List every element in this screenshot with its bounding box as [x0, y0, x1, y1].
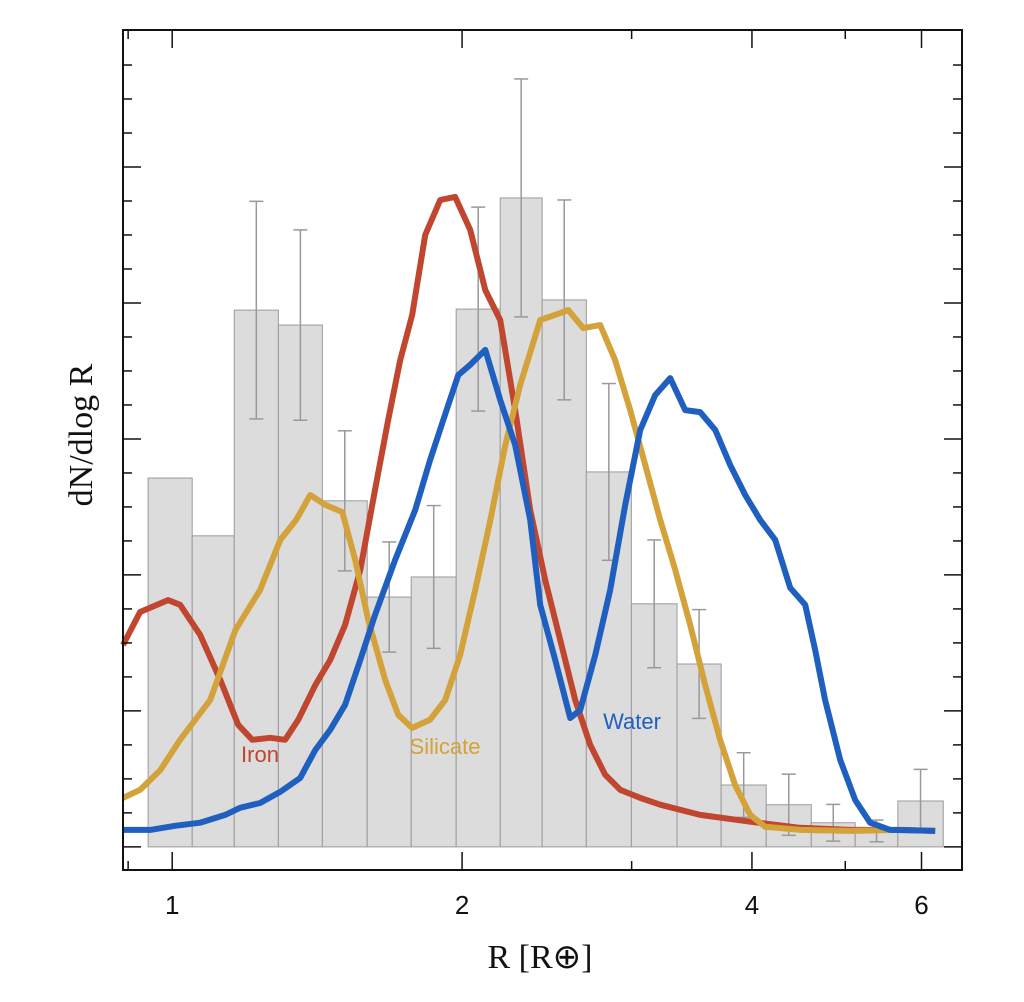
error-bar [249, 200, 264, 420]
line [123, 346, 936, 834]
line [121, 307, 901, 834]
y-axis-label: dN/dlog R [63, 363, 100, 506]
error-bar [426, 504, 441, 650]
error-bar [557, 199, 572, 401]
error-bar [337, 430, 352, 572]
line-label: Silicate [410, 734, 481, 759]
error-bar [514, 78, 529, 318]
x-tick-label: 1 [165, 890, 179, 920]
error-bar [382, 541, 397, 653]
error-bar [826, 803, 841, 842]
bar [147, 477, 193, 848]
x-tick-label: 2 [455, 890, 469, 920]
x-tick-label: 4 [745, 890, 759, 920]
error-bar [647, 539, 662, 669]
x-axis-label: R [R⊕] [488, 939, 593, 976]
error-bar [471, 206, 486, 412]
plot-frame [122, 29, 963, 871]
line-label: Iron [241, 742, 279, 767]
x-tick-label: 6 [914, 890, 928, 920]
line [120, 193, 936, 834]
error-bar [293, 229, 308, 422]
line-label: Water [603, 709, 661, 734]
